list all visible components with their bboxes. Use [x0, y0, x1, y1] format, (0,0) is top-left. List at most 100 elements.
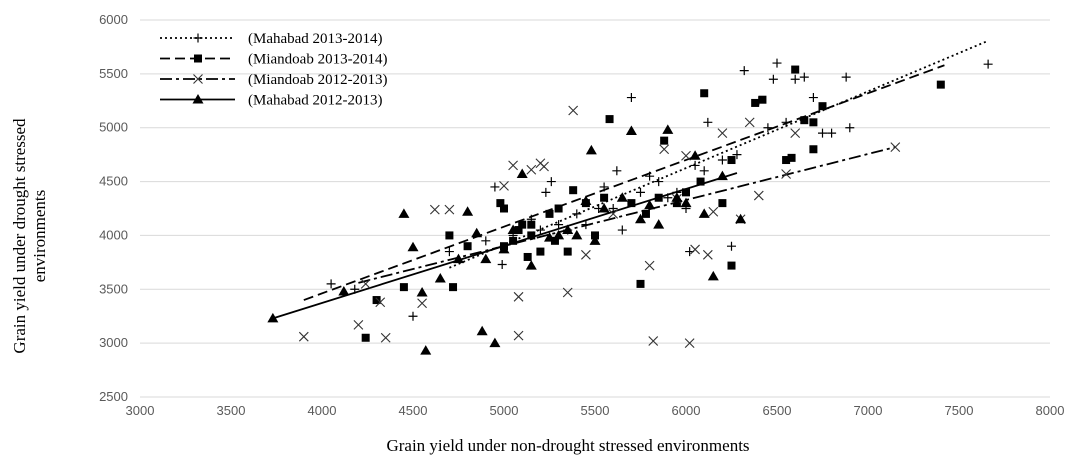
- data-point-series-2: [563, 247, 572, 256]
- data-point-series-2: [682, 188, 690, 197]
- data-point-series-3: [539, 161, 549, 172]
- data-point-series-3: [781, 169, 791, 179]
- trendline-series-3: [358, 146, 896, 284]
- x-tick-label: 5500: [581, 403, 610, 418]
- data-point-series-2: [527, 231, 536, 240]
- data-point-series-2: [782, 156, 791, 165]
- y-tick-label: 6000: [99, 12, 128, 27]
- data-point-series-1: [350, 284, 360, 294]
- data-point-series-2: [569, 186, 578, 195]
- data-point-series-4: [680, 197, 692, 208]
- data-point-series-4: [553, 229, 565, 240]
- data-point-series-3: [353, 319, 364, 330]
- data-point-series-2: [800, 116, 809, 125]
- data-point-series-2: [727, 261, 736, 270]
- data-point-series-1: [763, 123, 773, 133]
- data-point-series-4: [525, 260, 537, 270]
- data-point-series-1: [772, 58, 782, 68]
- data-point-series-4: [635, 213, 646, 224]
- y-axis-ticks: 2500 3000 3500 4000 4500 5000 5500 6000: [99, 12, 128, 404]
- data-point-series-3: [717, 128, 728, 138]
- data-point-series-4: [644, 199, 656, 210]
- data-point-series-4: [571, 229, 583, 240]
- y-tick-label: 2500: [99, 389, 128, 404]
- data-point-series-2: [758, 95, 767, 104]
- data-point-series-1: [546, 177, 556, 187]
- data-point-series-1: [535, 225, 545, 235]
- data-point-series-2: [751, 98, 760, 107]
- data-point-series-4: [585, 144, 597, 155]
- data-point-series-3: [429, 204, 440, 215]
- data-point-series-3: [659, 144, 670, 155]
- data-point-series-1: [739, 66, 749, 76]
- legend-marker-series-3: [193, 74, 203, 84]
- data-point-series-2: [672, 199, 681, 208]
- data-point-series-4: [589, 235, 601, 245]
- trendline-series-2: [303, 64, 945, 301]
- data-point-series-1: [732, 150, 742, 160]
- data-point-series-2: [787, 153, 796, 162]
- data-point-series-4: [453, 253, 464, 264]
- data-point-series-1: [572, 209, 582, 219]
- data-point-series-1: [481, 236, 491, 246]
- y-tick-label: 5500: [99, 66, 128, 81]
- data-point-series-3: [608, 208, 619, 219]
- data-point-series-2: [600, 193, 609, 202]
- data-point-series-4: [416, 287, 428, 297]
- data-point-series-3: [744, 117, 755, 128]
- y-tick-label: 4000: [99, 227, 128, 242]
- data-point-series-3: [681, 150, 691, 161]
- data-point-series-4: [653, 219, 665, 229]
- x-tick-label: 8000: [1036, 403, 1065, 418]
- data-point-series-2: [641, 209, 650, 218]
- data-point-series-2: [654, 193, 663, 202]
- data-point-series-4: [671, 192, 683, 202]
- data-point-series-4: [562, 224, 574, 235]
- y-axis-title-line-2: environments: [30, 190, 49, 283]
- data-point-series-2: [550, 236, 559, 245]
- x-tick-label: 6500: [763, 403, 792, 418]
- data-point-series-4: [398, 208, 410, 218]
- data-point-series-1: [636, 187, 645, 197]
- data-point-series-2: [361, 333, 370, 342]
- data-point-series-1: [326, 279, 336, 289]
- data-point-series-4: [267, 312, 279, 323]
- data-point-series-4: [407, 241, 419, 252]
- data-point-series-1: [818, 128, 827, 138]
- legend-label-series-2: (Miandoab 2013-2014): [248, 52, 388, 68]
- x-tick-label: 7500: [945, 403, 974, 418]
- y-tick-label: 4500: [99, 174, 128, 189]
- data-point-series-1: [554, 220, 564, 230]
- data-point-series-3: [562, 287, 573, 298]
- data-point-series-1: [645, 171, 655, 181]
- data-point-series-3: [375, 297, 386, 308]
- legend-marker-series-2: [194, 54, 202, 63]
- data-point-series-3: [684, 338, 695, 349]
- y-tick-label: 3500: [99, 281, 128, 296]
- data-point-series-3: [526, 164, 537, 175]
- data-point-series-4: [698, 208, 710, 218]
- data-point-series-4: [625, 125, 637, 135]
- data-point-series-3: [690, 244, 700, 255]
- data-point-series-3: [890, 142, 901, 152]
- data-point-series-3: [513, 330, 524, 341]
- data-point-series-3: [708, 206, 719, 217]
- data-point-series-2: [536, 247, 545, 256]
- data-point-series-1: [408, 311, 418, 321]
- data-point-series-1: [497, 260, 507, 270]
- data-point-series-2: [809, 145, 818, 154]
- data-point-series-1: [612, 166, 622, 176]
- data-point-series-1: [699, 166, 709, 176]
- data-point-series-2: [399, 283, 408, 292]
- data-point-series-3: [702, 249, 713, 260]
- data-point-series-2: [936, 80, 945, 89]
- data-point-series-2: [509, 236, 518, 245]
- data-point-series-3: [790, 128, 801, 138]
- data-point-series-1: [808, 93, 818, 103]
- data-point-series-1: [663, 193, 673, 203]
- data-point-series-1: [626, 93, 636, 103]
- data-point-series-3: [417, 298, 427, 309]
- data-point-series-2: [696, 177, 705, 186]
- data-point-series-1: [541, 187, 551, 197]
- data-point-series-4: [420, 345, 432, 355]
